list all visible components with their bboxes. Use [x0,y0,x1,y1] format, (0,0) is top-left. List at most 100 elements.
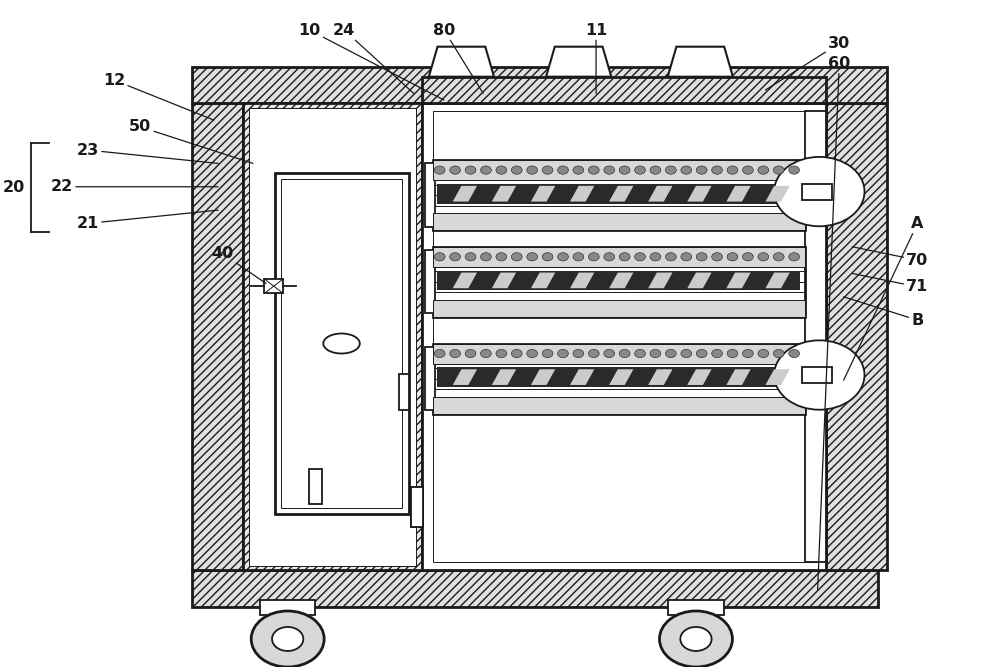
Circle shape [743,350,753,358]
Text: 23: 23 [77,143,218,163]
Circle shape [727,166,738,174]
Polygon shape [687,273,712,288]
Polygon shape [570,273,594,288]
Polygon shape [726,370,751,385]
Circle shape [272,627,303,651]
Bar [249,108,416,566]
Text: 71: 71 [852,273,929,294]
Circle shape [558,253,568,261]
Circle shape [758,350,769,358]
Text: A: A [844,216,924,380]
Circle shape [789,350,800,358]
Polygon shape [531,370,555,385]
Circle shape [681,350,692,358]
Text: 60: 60 [818,56,850,590]
Polygon shape [726,273,751,288]
Circle shape [789,166,800,174]
Text: 50: 50 [129,119,253,163]
Text: 21: 21 [77,210,218,231]
Polygon shape [492,273,516,288]
Circle shape [588,166,599,174]
Bar [411,487,423,527]
Bar [411,487,423,527]
Circle shape [773,253,784,261]
Polygon shape [765,370,790,385]
Circle shape [619,350,630,358]
Circle shape [758,253,769,261]
Text: 80: 80 [433,23,483,93]
Polygon shape [668,47,733,77]
Bar [192,103,243,570]
Bar [281,179,402,508]
Bar [399,374,409,410]
Bar [260,600,315,615]
Text: 22: 22 [51,179,218,194]
Circle shape [511,253,522,261]
Polygon shape [687,186,712,201]
Circle shape [496,166,507,174]
Ellipse shape [323,334,360,354]
Polygon shape [570,186,594,201]
Text: 30: 30 [765,36,850,90]
Circle shape [665,253,676,261]
Polygon shape [492,370,516,385]
Circle shape [496,350,507,358]
Circle shape [434,253,445,261]
Circle shape [527,166,538,174]
Circle shape [727,350,738,358]
Text: 12: 12 [103,73,214,120]
Bar [802,367,832,383]
Polygon shape [765,273,790,288]
Circle shape [604,253,615,261]
Text: 40: 40 [211,246,266,283]
Bar [264,279,283,293]
Circle shape [465,166,476,174]
Text: 11: 11 [585,23,607,93]
Circle shape [496,253,507,261]
Polygon shape [726,186,751,201]
Circle shape [712,253,722,261]
Circle shape [434,166,445,174]
Circle shape [481,350,491,358]
Bar [826,103,887,570]
Circle shape [619,253,630,261]
Bar [433,344,805,414]
Bar [422,77,826,103]
Circle shape [481,253,491,261]
Polygon shape [492,186,516,201]
Bar [425,163,435,227]
Circle shape [527,253,538,261]
Bar [192,67,887,103]
Circle shape [481,166,491,174]
Circle shape [450,166,460,174]
Bar [192,570,878,607]
Polygon shape [648,370,673,385]
Bar [422,103,826,570]
Circle shape [727,253,738,261]
Bar [668,600,724,615]
Bar [433,397,805,414]
Circle shape [712,166,722,174]
Text: 10: 10 [298,23,444,100]
Circle shape [681,253,692,261]
Bar [309,469,322,504]
Circle shape [619,166,630,174]
Bar [433,160,805,180]
Bar [437,271,800,290]
Circle shape [696,350,707,358]
Polygon shape [609,273,633,288]
Polygon shape [609,370,633,385]
Circle shape [774,340,864,410]
Bar [433,247,805,317]
Bar [437,184,800,203]
Circle shape [542,166,553,174]
Circle shape [542,253,553,261]
Text: 70: 70 [852,247,929,267]
Bar [275,173,409,514]
Bar [802,183,832,199]
Bar [433,213,805,230]
Text: 24: 24 [333,23,414,93]
Circle shape [527,350,538,358]
Circle shape [465,253,476,261]
Polygon shape [609,186,633,201]
